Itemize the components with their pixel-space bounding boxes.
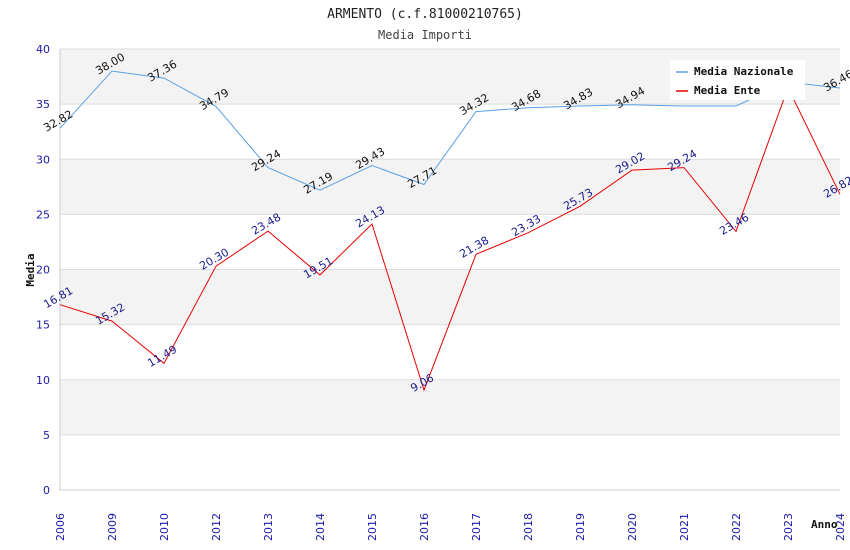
x-tick-label: 2019 [574,513,587,541]
x-tick-label: 2023 [782,513,795,541]
x-tick-label: 2015 [366,513,379,541]
x-tick-label: 2021 [678,513,691,541]
x-tick-label: 2009 [106,513,119,541]
x-axis-ticks: 2006 2009 2010 2012 2013 2014 2015 2016 2017 2018… [54,513,847,541]
x-tick-label: 2018 [522,513,535,541]
chart-subtitle: Media Importi [378,28,472,42]
x-tick-label: 2013 [262,513,275,541]
y-axis-title: Media [24,253,37,286]
legend-label-media-ente: Media Ente [694,84,761,97]
y-tick-label: 5 [43,429,50,442]
x-tick-label: 2014 [314,513,327,541]
y-tick-label: 40 [36,43,50,56]
series-lines [59,70,841,392]
band [60,159,840,215]
y-axis-ticks: 0 5 10 15 20 25 30 35 40 [36,43,50,497]
y-tick-label: 10 [36,374,50,387]
x-tick-label: 2010 [158,513,171,541]
x-tick-label: 2020 [626,513,639,541]
band [60,269,840,325]
chart-title: ARMENTO (c.f.81000210765) [327,7,523,22]
x-axis-title: Anno [811,518,838,531]
band [60,379,840,435]
series-line-media-ente [59,86,841,392]
y-tick-label: 15 [36,319,50,332]
y-tick-label: 20 [36,264,50,277]
x-tick-label: 2006 [54,513,67,541]
legend: Media Nazionale Media Ente [670,60,805,100]
series-line-media-nazionale [59,70,841,191]
legend-label-media-nazionale: Media Nazionale [694,65,794,78]
y-tick-label: 25 [36,208,50,221]
gridlines [59,48,840,491]
legend-box [670,60,805,100]
x-tick-label: 2012 [210,513,223,541]
x-tick-label: 2016 [418,513,431,541]
y-tick-label: 0 [43,484,50,497]
y-tick-label: 30 [36,153,50,166]
x-tick-label: 2024 [834,513,847,541]
x-tick-label: 2017 [470,513,483,541]
x-tick-label: 2022 [730,513,743,541]
y-tick-label: 35 [36,98,50,111]
